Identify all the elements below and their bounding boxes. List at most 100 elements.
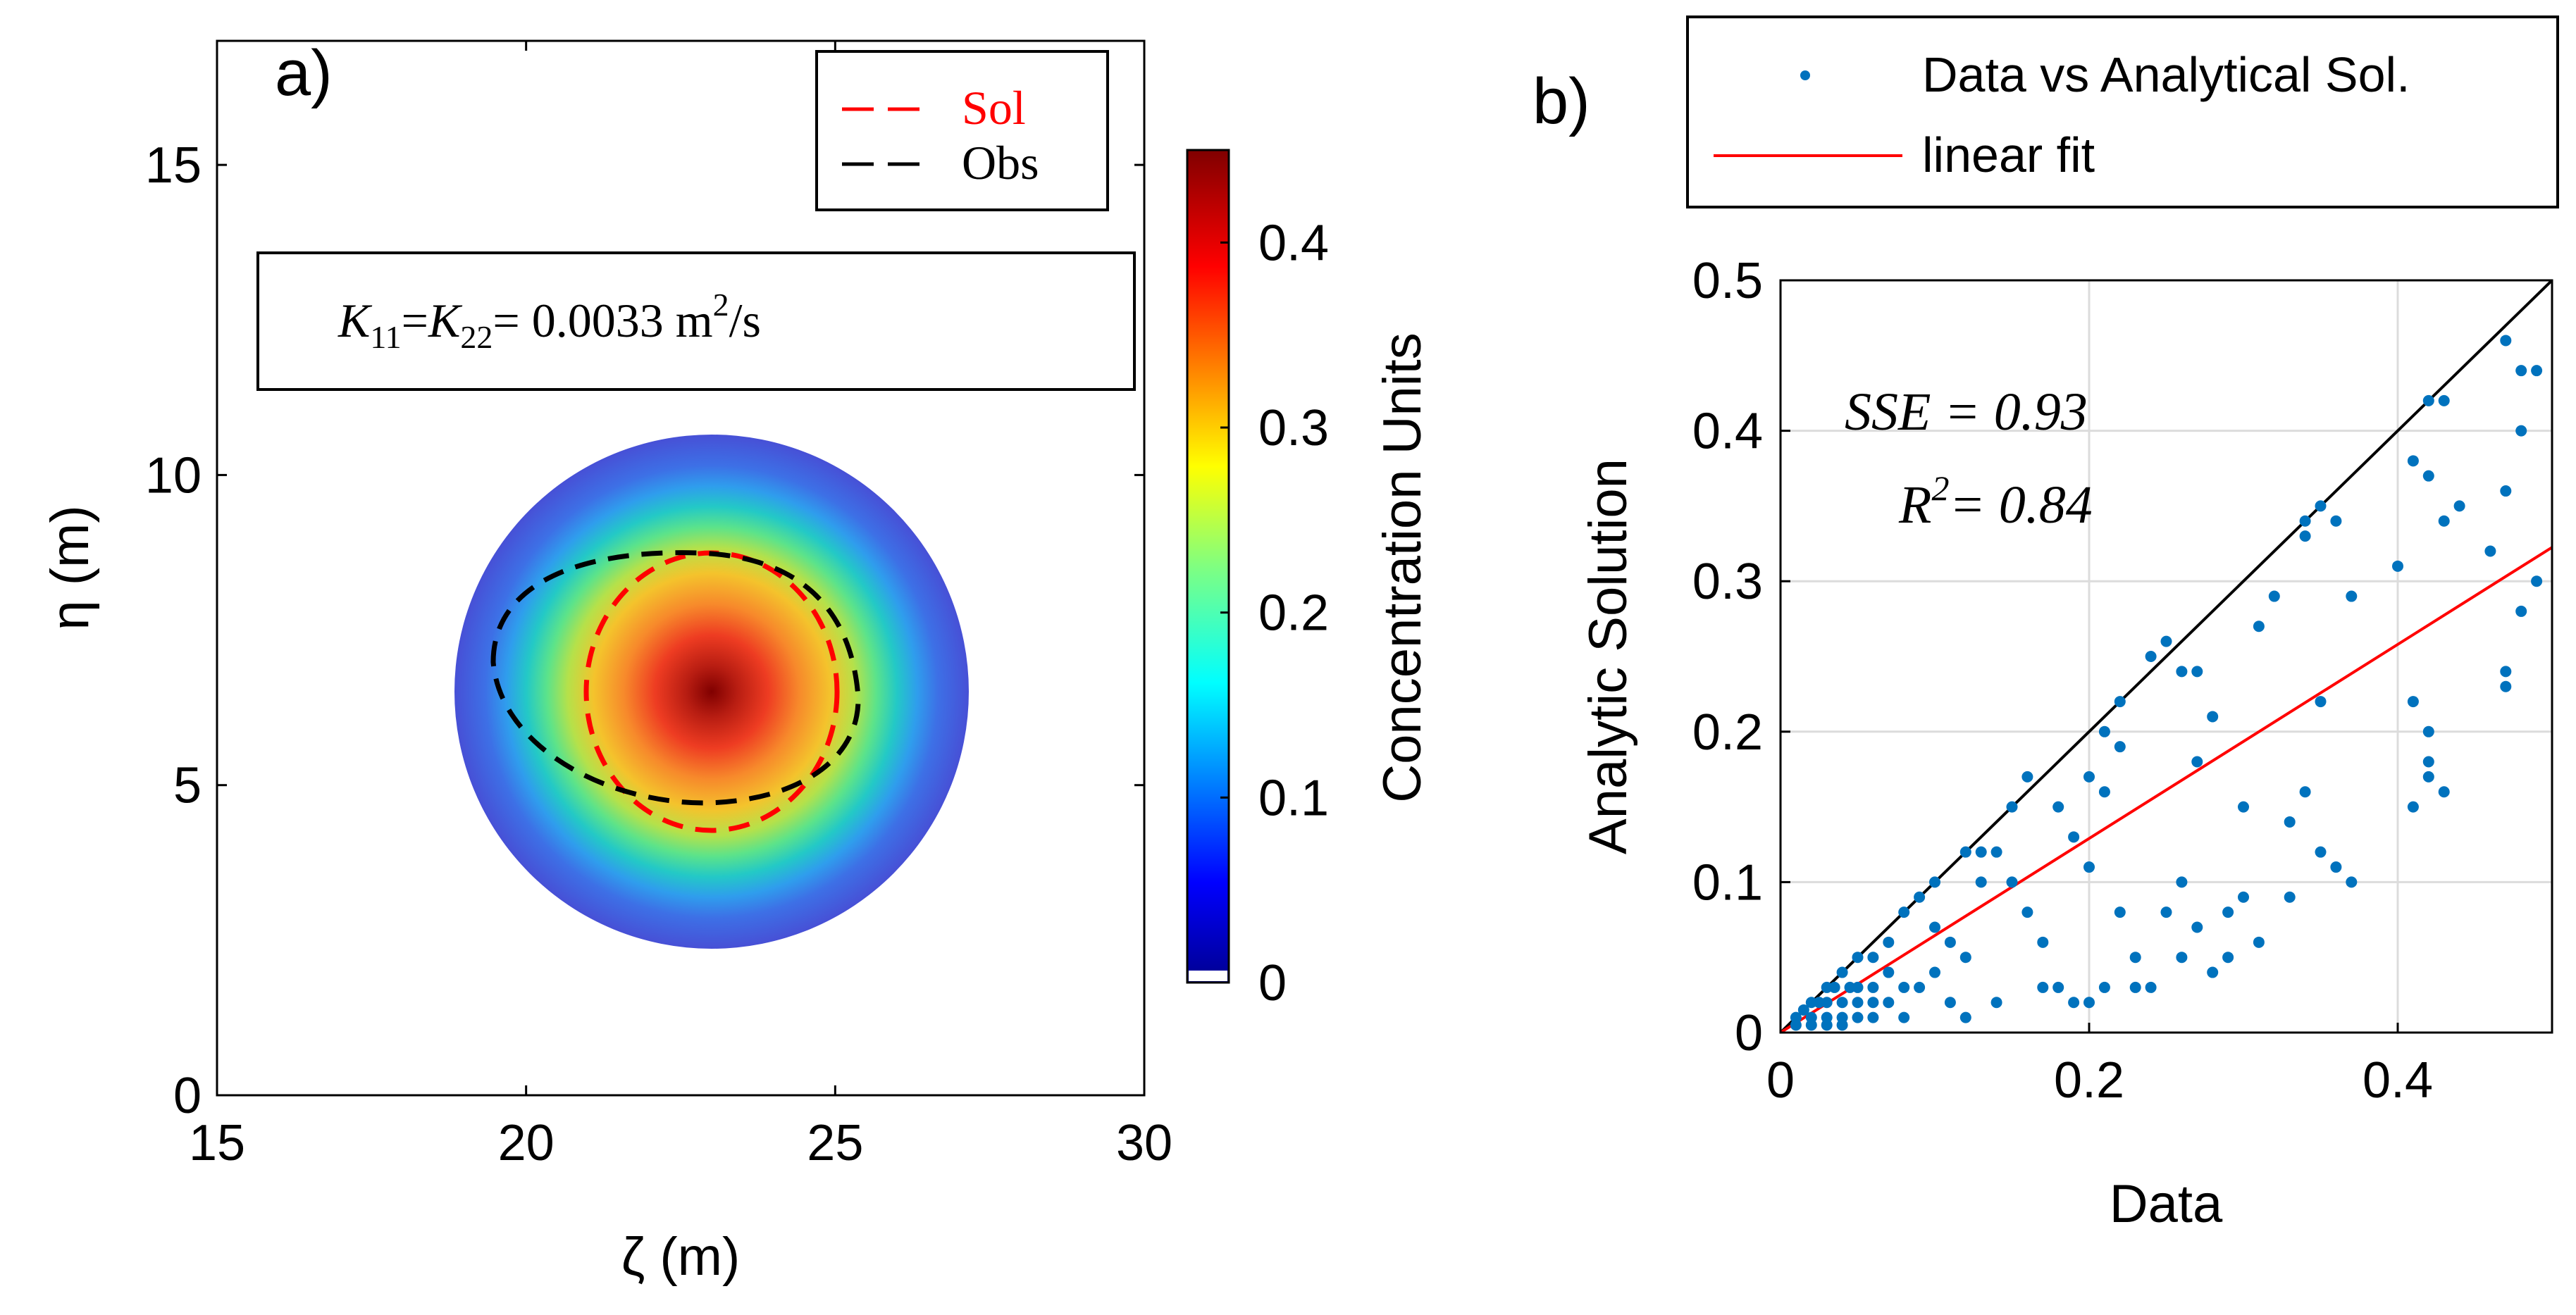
scatter-point bbox=[2083, 861, 2095, 873]
scatter-point bbox=[2114, 906, 2126, 918]
scatter-point bbox=[1959, 1011, 1971, 1023]
scatter-point bbox=[2176, 666, 2188, 678]
scatter-point bbox=[1929, 966, 1940, 978]
scatter-point bbox=[2238, 891, 2249, 903]
panel-b-legend: Data vs Analytical Sol. linear fit bbox=[1686, 15, 2559, 208]
scatter-point bbox=[2299, 786, 2311, 798]
scatter-point bbox=[2006, 801, 2018, 813]
panel-a-xtick-label: 20 bbox=[498, 1115, 555, 1171]
scatter-point bbox=[2083, 771, 2095, 783]
scatter-point bbox=[2037, 936, 2049, 948]
scatter-point bbox=[1975, 876, 1987, 888]
scatter-point bbox=[2407, 455, 2419, 467]
scatter-point bbox=[1867, 981, 1879, 993]
scatter-point bbox=[1852, 952, 1864, 964]
panel-b-ytick-label: 0 bbox=[1735, 1005, 1763, 1061]
scatter-point bbox=[2422, 771, 2434, 783]
scatter-point bbox=[2021, 771, 2033, 783]
scatter-point bbox=[2438, 786, 2450, 798]
scatter-point bbox=[1805, 997, 1817, 1009]
concentration-field bbox=[454, 435, 969, 949]
scatter-point bbox=[1898, 981, 1910, 993]
panel-b-xtick-label: 0.4 bbox=[2363, 1052, 2433, 1109]
scatter-point bbox=[2453, 500, 2465, 512]
scatter-point bbox=[2176, 876, 2188, 888]
scatter-point bbox=[2068, 997, 2080, 1009]
scatter-point bbox=[2407, 696, 2419, 708]
legend-fit-label: linear fit bbox=[1922, 127, 2095, 182]
scatter-point bbox=[1929, 921, 1940, 933]
scatter-point bbox=[1805, 1019, 1817, 1031]
scatter-point bbox=[2253, 621, 2265, 632]
colorbar-tick-label: 0.3 bbox=[1258, 400, 1329, 456]
scatter-point bbox=[1836, 997, 1848, 1009]
scatter-point bbox=[2098, 981, 2110, 993]
scatter-point bbox=[2145, 981, 2157, 993]
panel-b-xtick-label: 0.2 bbox=[2054, 1052, 2124, 1109]
scatter-point bbox=[1813, 997, 1825, 1009]
scatter-point bbox=[2160, 906, 2172, 918]
colorbar-tick-label: 0.1 bbox=[1258, 770, 1329, 826]
colorbar-label: Concentration Units bbox=[1373, 332, 1432, 802]
scatter-point bbox=[2191, 921, 2203, 933]
scatter-point bbox=[2422, 756, 2434, 768]
scatter-point bbox=[2422, 470, 2434, 482]
scatter-point bbox=[2422, 394, 2434, 406]
scatter-point bbox=[2346, 590, 2358, 602]
scatter-point bbox=[2299, 530, 2311, 542]
scatter-point bbox=[2330, 861, 2342, 873]
scatter-point bbox=[2315, 500, 2327, 512]
scatter-point bbox=[1883, 966, 1895, 978]
scatter-point bbox=[1852, 1011, 1864, 1023]
panel-b-ytick-label: 0.4 bbox=[1692, 404, 1763, 460]
scatter-point bbox=[2315, 696, 2327, 708]
scatter-point bbox=[1790, 1019, 1802, 1031]
panel-b-axes bbox=[1779, 279, 2553, 1034]
scatter-point bbox=[2484, 545, 2496, 557]
scatter-point bbox=[2299, 515, 2311, 527]
panel-b-xlabel: Data bbox=[2110, 1174, 2223, 1234]
scatter-point bbox=[2222, 952, 2234, 964]
scatter-point bbox=[1821, 981, 1833, 993]
scatter-point bbox=[2500, 485, 2512, 497]
scatter-point bbox=[2207, 711, 2219, 723]
colorbar-tick-label: 0.4 bbox=[1258, 215, 1329, 271]
scatter-point bbox=[2129, 952, 2141, 964]
panel-b-ticks: 0 0.2 0.4 0 0.1 0.2 0.3 0.4 0.5 bbox=[1692, 253, 2433, 1109]
legend-data-marker bbox=[1800, 70, 1810, 80]
scatter-point bbox=[2392, 560, 2403, 572]
scatter-point bbox=[1975, 846, 1987, 858]
panel-b-xtick-label: 0 bbox=[1766, 1052, 1795, 1109]
scatter-point bbox=[1929, 876, 1940, 888]
scatter-point bbox=[2129, 981, 2141, 993]
scatter-point bbox=[2114, 741, 2126, 753]
scatter-point bbox=[1898, 906, 1910, 918]
svg-text:K11=K22= 0.0033 m2/s: K11=K22= 0.0033 m2/s bbox=[338, 287, 761, 355]
scatter-point bbox=[1867, 1011, 1879, 1023]
scatter-point bbox=[1867, 952, 1879, 964]
scatter-point bbox=[2006, 876, 2018, 888]
panel-b-label: b) bbox=[1532, 66, 1590, 137]
scatter-point bbox=[2068, 831, 2080, 843]
scatter-point bbox=[1944, 936, 1956, 948]
panel-b-ytick-label: 0.3 bbox=[1692, 554, 1763, 610]
scatter-point bbox=[2083, 997, 2095, 1009]
sse-annotation: SSE = 0.93 bbox=[1845, 382, 2088, 442]
scatter-point bbox=[2500, 680, 2512, 692]
scatter-point bbox=[2098, 786, 2110, 798]
scatter-point bbox=[2191, 666, 2203, 678]
scatter-point bbox=[2531, 575, 2543, 587]
panel-a-ytick-label: 15 bbox=[145, 137, 202, 194]
scatter-point bbox=[1828, 981, 1840, 993]
panel-a-xtick-label: 15 bbox=[189, 1115, 245, 1171]
r2-annotation: R2= 0.84 bbox=[1898, 468, 2093, 535]
scatter-point bbox=[2253, 936, 2265, 948]
scatter-point bbox=[2037, 981, 2049, 993]
scatter-point bbox=[2284, 891, 2296, 903]
identity-line bbox=[1781, 280, 2552, 1033]
scatter-point bbox=[1959, 952, 1971, 964]
colorbar-ticks: 0 0.1 0.2 0.3 0.4 bbox=[1220, 215, 1329, 1011]
panel-a-ytick-label: 10 bbox=[145, 447, 202, 504]
